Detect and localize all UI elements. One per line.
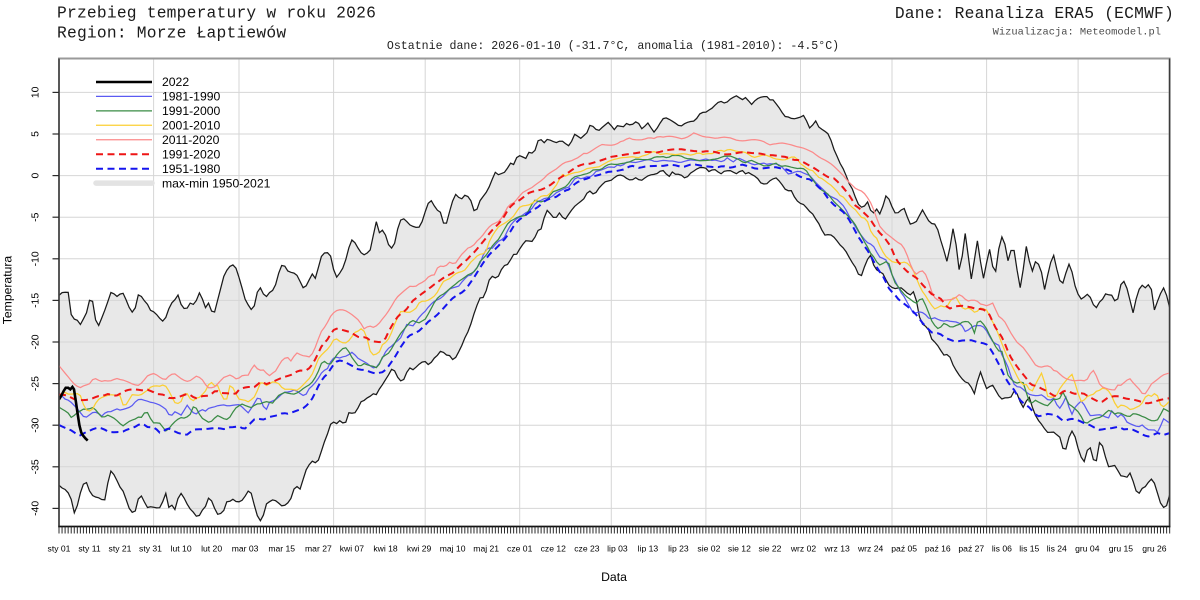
svg-text:paź 27: paź 27 [958,544,984,554]
svg-text:-10: -10 [31,251,42,266]
svg-text:gru 15: gru 15 [1109,544,1134,554]
svg-text:Dane: Reanaliza ERA5 (ECMWF): Dane: Reanaliza ERA5 (ECMWF) [895,4,1174,23]
svg-text:-35: -35 [31,459,42,474]
svg-text:lis 06: lis 06 [992,544,1012,554]
svg-text:sty 31: sty 31 [139,544,162,554]
svg-text:cze 12: cze 12 [541,544,567,554]
svg-text:paź 05: paź 05 [891,544,917,554]
svg-text:sie 02: sie 02 [697,544,720,554]
svg-text:-15: -15 [31,293,42,308]
svg-text:lip 03: lip 03 [607,544,628,554]
svg-text:sie 22: sie 22 [759,544,782,554]
svg-text:Data: Data [601,570,627,584]
svg-text:maj 10: maj 10 [440,544,466,554]
svg-text:1951-1980: 1951-1980 [162,162,221,176]
svg-text:sty 21: sty 21 [109,544,132,554]
svg-text:kwi 07: kwi 07 [340,544,365,554]
svg-text:Wizualizacja: Meteomodel.pl: Wizualizacja: Meteomodel.pl [993,27,1161,39]
svg-text:maj 21: maj 21 [473,544,499,554]
svg-text:10: 10 [31,86,42,98]
svg-text:5: 5 [31,131,42,137]
svg-text:1991-2000: 1991-2000 [162,104,221,118]
svg-text:-40: -40 [31,501,42,516]
svg-text:-5: -5 [31,212,42,221]
svg-text:-20: -20 [31,334,42,349]
svg-text:gru 04: gru 04 [1075,544,1100,554]
svg-text:paź 16: paź 16 [925,544,951,554]
svg-text:cze 23: cze 23 [574,544,600,554]
svg-text:mar 15: mar 15 [268,544,295,554]
svg-text:kwi 18: kwi 18 [373,544,398,554]
svg-text:lut 20: lut 20 [201,544,222,554]
svg-text:wrz 24: wrz 24 [857,544,884,554]
svg-text:sty 11: sty 11 [78,544,101,554]
svg-text:2011-2020: 2011-2020 [162,133,220,147]
svg-text:2001-2010: 2001-2010 [162,119,221,133]
svg-text:gru 26: gru 26 [1142,544,1167,554]
svg-text:1981-1990: 1981-1990 [162,90,221,104]
svg-text:Temperatura: Temperatura [1,256,15,325]
svg-text:wrz 13: wrz 13 [823,544,850,554]
svg-text:Przebieg temperatury w roku 20: Przebieg temperatury w roku 2026 [57,4,376,23]
svg-text:Ostatnie dane: 2026-01-10 (-31: Ostatnie dane: 2026-01-10 (-31.7°C, anom… [387,40,839,53]
svg-text:max-min 1950-2021: max-min 1950-2021 [162,176,271,190]
svg-text:2022: 2022 [162,75,189,89]
svg-text:0: 0 [31,172,42,178]
svg-text:lip 23: lip 23 [668,544,689,554]
svg-text:-30: -30 [31,417,42,432]
svg-text:kwi 29: kwi 29 [407,544,432,554]
svg-text:sie 12: sie 12 [728,544,751,554]
svg-text:Region: Morze Łaptiewów: Region: Morze Łaptiewów [57,24,286,43]
svg-text:lis 15: lis 15 [1019,544,1039,554]
svg-text:wrz 02: wrz 02 [790,544,817,554]
svg-text:lis 24: lis 24 [1047,544,1067,554]
svg-text:1991-2020: 1991-2020 [162,147,221,161]
svg-text:mar 03: mar 03 [232,544,259,554]
svg-text:-25: -25 [31,376,42,391]
svg-text:sty 01: sty 01 [48,544,71,554]
svg-text:lip 13: lip 13 [638,544,659,554]
svg-text:cze 01: cze 01 [507,544,533,554]
svg-text:lut 10: lut 10 [171,544,192,554]
svg-text:mar 27: mar 27 [305,544,332,554]
